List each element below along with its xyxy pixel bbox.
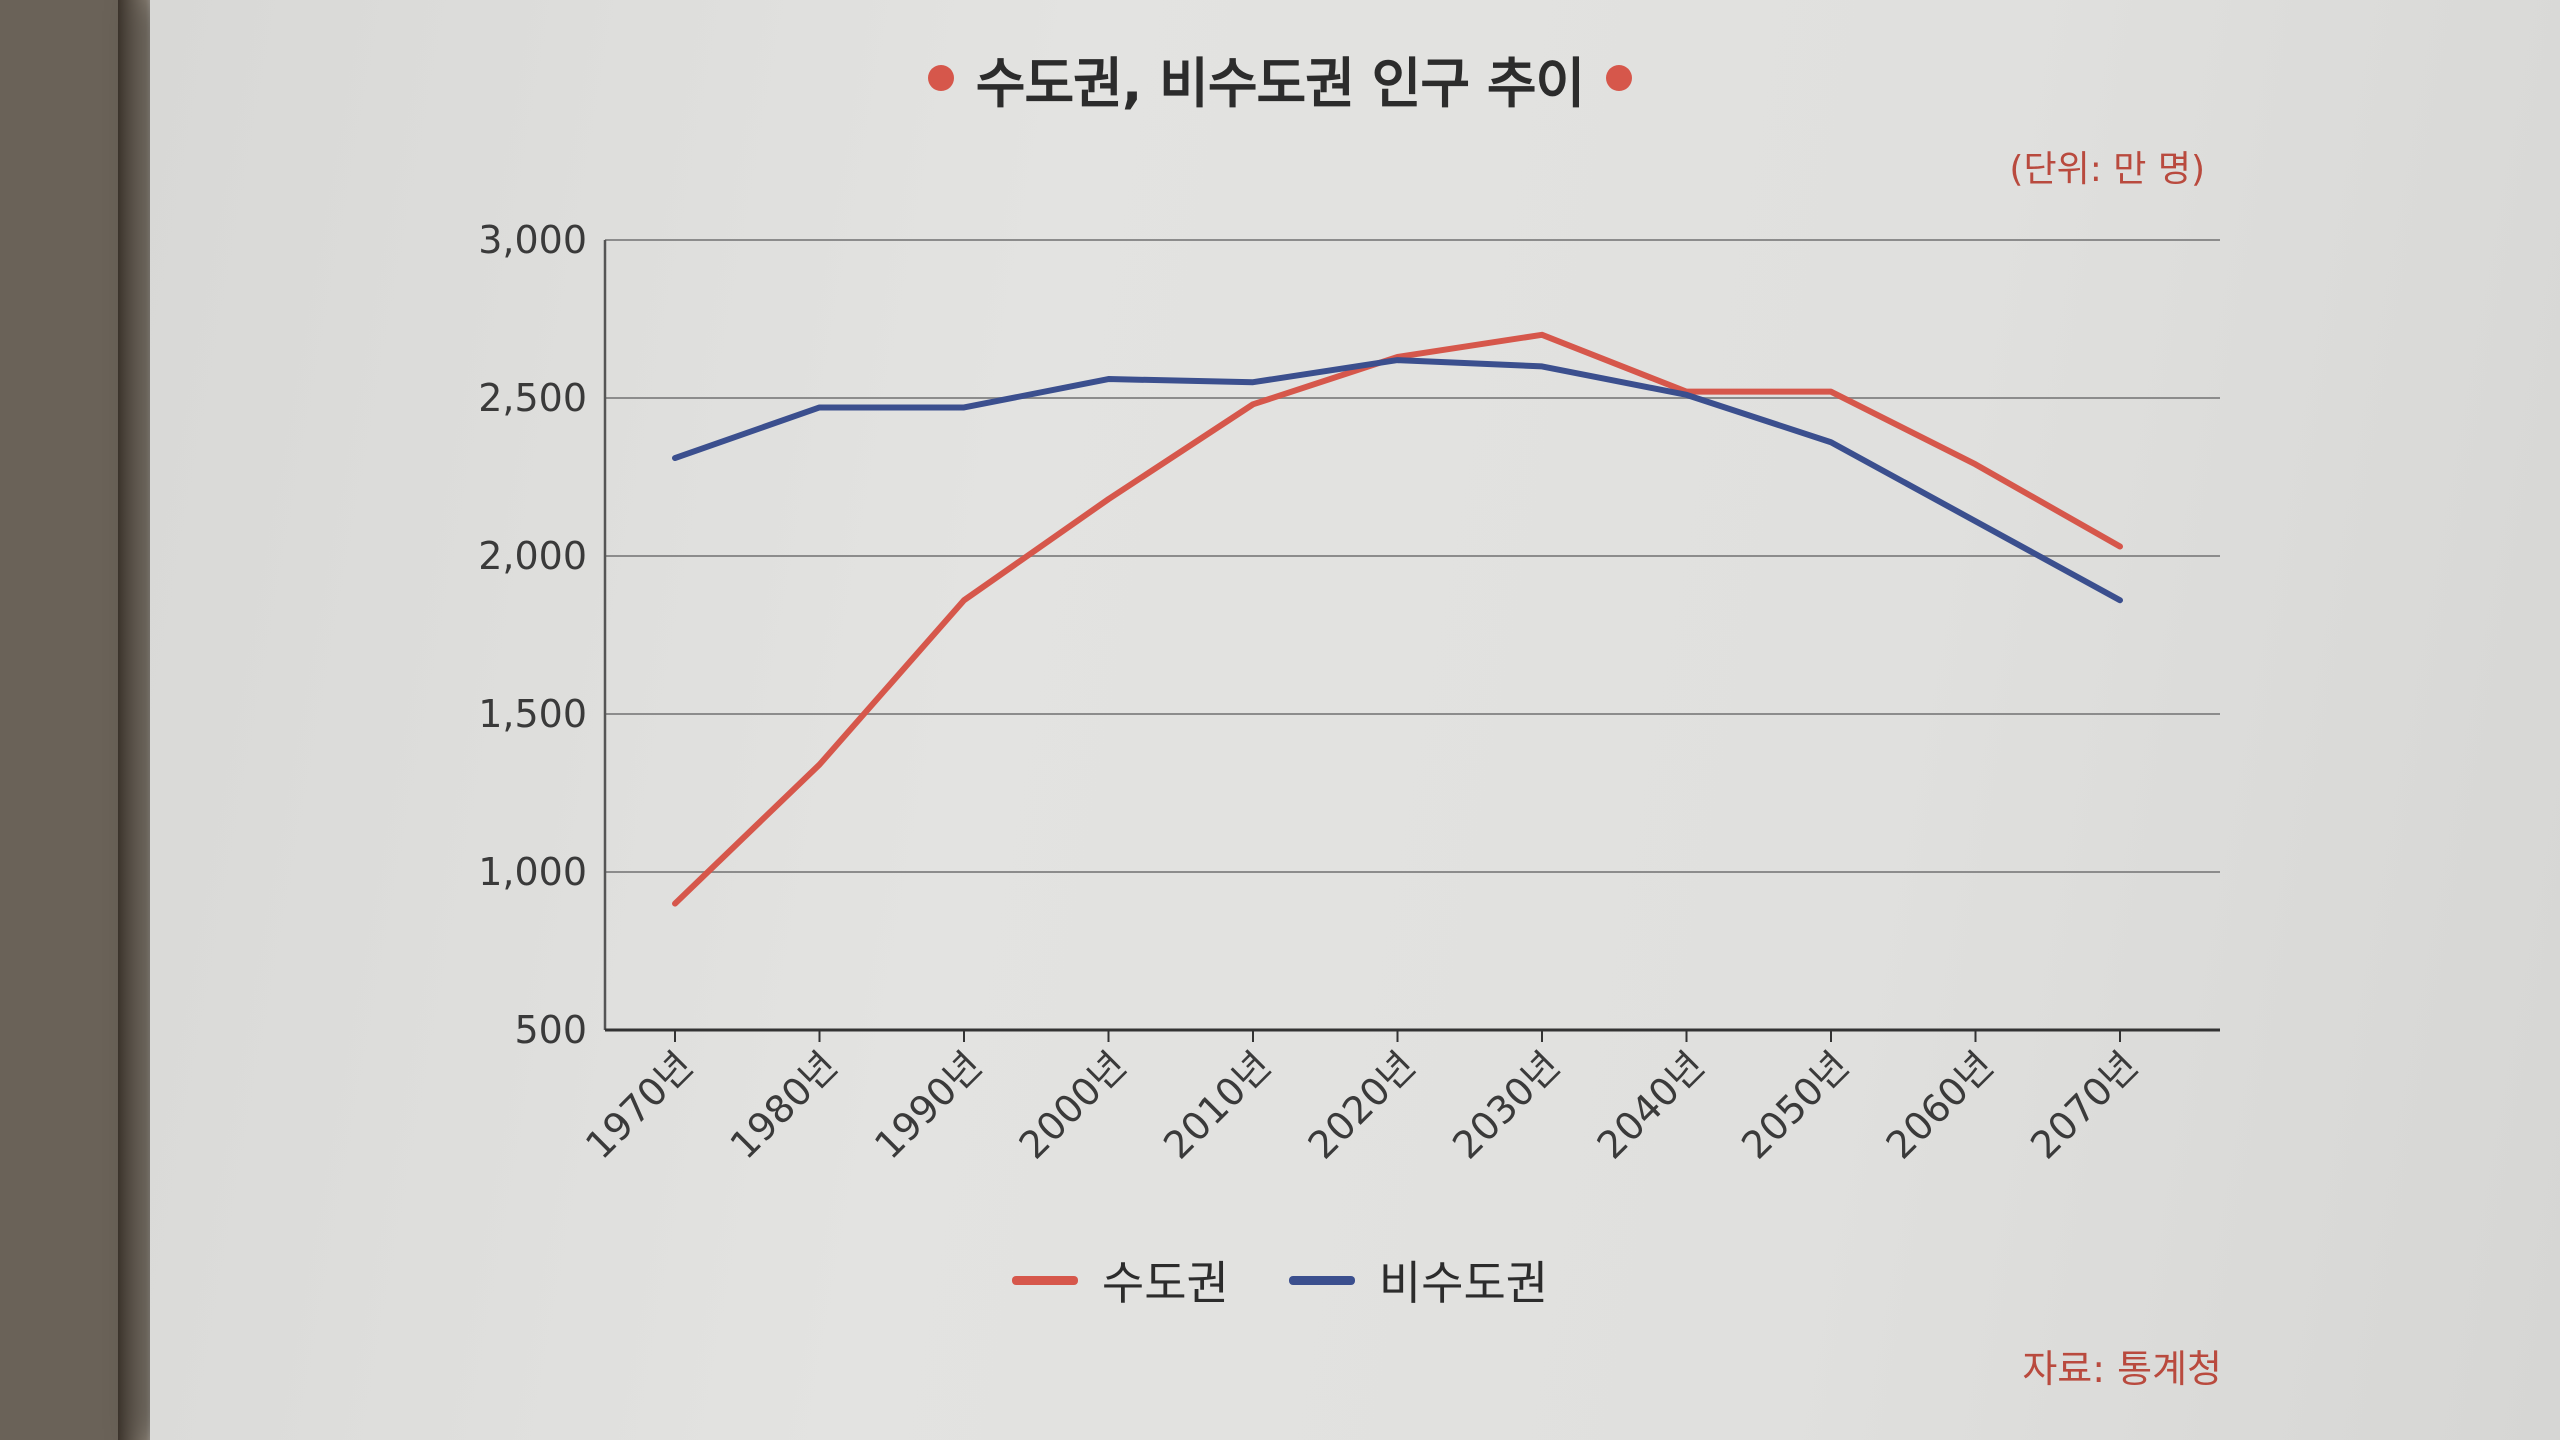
y-tick-label: 3,000: [478, 218, 587, 262]
legend-label-noncapital: 비수도권: [1378, 1256, 1549, 1310]
y-tick-label: 2,500: [478, 376, 587, 420]
y-tick-label: 1,000: [478, 850, 587, 894]
x-tick-label: 1970년: [577, 1043, 701, 1167]
data-point-noncapital: [1250, 379, 1256, 385]
data-point-capital: [961, 597, 967, 603]
source-note: 자료: 통계청: [2022, 1347, 2222, 1391]
series-line-capital: [672, 331, 2123, 907]
chart-title-text: 수도권, 비수도권 인구 추이: [975, 51, 1585, 115]
data-point-capital: [817, 762, 823, 768]
legend-label-capital: 수도권: [1101, 1256, 1229, 1310]
data-point-capital: [1250, 401, 1256, 407]
data-point-capital: [1973, 461, 1979, 467]
legend-swatch-noncapital: [1288, 1275, 1355, 1285]
x-tick-label: 1980년: [722, 1043, 846, 1167]
x-tick-label: 2050년: [1733, 1043, 1857, 1167]
data-point-noncapital: [1684, 392, 1690, 398]
series-line-noncapital: [672, 357, 2123, 604]
x-tick-label: 2060년: [1878, 1043, 2002, 1167]
data-point-noncapital: [1973, 518, 1979, 524]
data-point-capital: [1106, 496, 1112, 502]
data-point-noncapital: [817, 404, 823, 410]
data-point-noncapital: [961, 404, 967, 410]
x-tick-label: 1990년: [866, 1043, 990, 1167]
chart-title: 수도권, 비수도권 인구 추이: [0, 38, 2560, 118]
data-point-noncapital: [672, 455, 678, 461]
y-tick-label: 500: [514, 1008, 587, 1052]
x-tick-label: 2040년: [1589, 1043, 1713, 1167]
y-tick-label: 2,000: [478, 534, 587, 578]
data-point-noncapital: [1106, 376, 1112, 382]
x-tick-label: 2070년: [2022, 1043, 2146, 1167]
data-point-noncapital: [1395, 357, 1401, 363]
data-point-noncapital: [1828, 439, 1834, 445]
x-tick-label: 2030년: [1444, 1043, 1568, 1167]
x-tick-label: 2020년: [1300, 1043, 1424, 1167]
data-point-capital: [1539, 332, 1545, 338]
unit-note: (단위: 만 명): [2009, 149, 2205, 190]
legend-swatch-capital: [1011, 1275, 1078, 1285]
x-tick-label: 2010년: [1155, 1043, 1279, 1167]
data-point-capital: [672, 901, 678, 907]
legend-item-noncapital: 비수도권: [1288, 1247, 1549, 1313]
x-tick-label: 2000년: [1011, 1043, 1135, 1167]
title-dot-left: [927, 65, 954, 91]
data-point-noncapital: [1539, 363, 1545, 369]
data-point-noncapital: [2117, 597, 2123, 603]
legend-item-capital: 수도권: [1011, 1247, 1229, 1313]
y-tick-label: 1,500: [478, 692, 587, 736]
legend: 수도권 비수도권: [0, 1250, 2560, 1310]
data-point-capital: [2117, 544, 2123, 550]
title-dot-right: [1606, 65, 1633, 91]
data-point-capital: [1828, 389, 1834, 395]
